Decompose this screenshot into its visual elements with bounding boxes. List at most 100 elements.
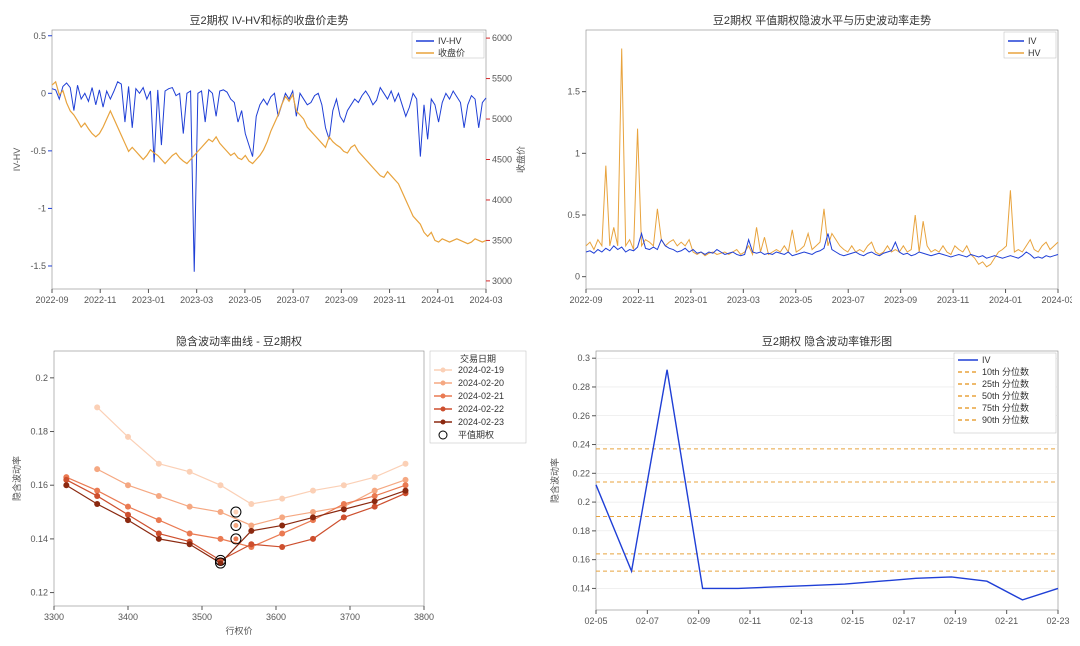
svg-text:3400: 3400 bbox=[118, 612, 138, 622]
svg-text:5500: 5500 bbox=[492, 74, 512, 84]
svg-text:2024-03: 2024-03 bbox=[1041, 295, 1072, 305]
svg-text:2024-02-21: 2024-02-21 bbox=[458, 391, 504, 401]
svg-text:-1.5: -1.5 bbox=[30, 261, 46, 271]
svg-text:0: 0 bbox=[575, 272, 580, 282]
svg-text:3300: 3300 bbox=[44, 612, 64, 622]
svg-text:2024-02-19: 2024-02-19 bbox=[458, 365, 504, 375]
svg-text:2024-02-20: 2024-02-20 bbox=[458, 378, 504, 388]
svg-text:2023-05: 2023-05 bbox=[228, 295, 261, 305]
chart-iv-hv: 0 0.5 1 1.5 2022-09 2022-11 2023-01 2023-03 2023… bbox=[546, 8, 1072, 317]
svg-text:2024-01: 2024-01 bbox=[421, 295, 454, 305]
svg-text:02-11: 02-11 bbox=[739, 616, 761, 626]
svg-text:1: 1 bbox=[575, 148, 580, 158]
svg-text:5000: 5000 bbox=[492, 114, 512, 124]
svg-text:豆2期权 IV-HV和标的收盘价走势: 豆2期权 IV-HV和标的收盘价走势 bbox=[190, 13, 349, 27]
svg-text:IV: IV bbox=[1028, 36, 1037, 46]
svg-text:0.18: 0.18 bbox=[572, 526, 590, 536]
svg-text:豆2期权 隐含波动率锥形图: 豆2期权 隐含波动率锥形图 bbox=[762, 334, 892, 348]
panel-top-left: -1.5 -1 -0.5 0 0.5 2022-09 2022-11 2023-01 2023-… bbox=[8, 8, 534, 317]
svg-text:0.2: 0.2 bbox=[577, 497, 590, 507]
svg-text:2023-09: 2023-09 bbox=[884, 295, 917, 305]
svg-text:0.18: 0.18 bbox=[30, 427, 48, 437]
svg-text:0: 0 bbox=[41, 88, 46, 98]
svg-text:3500: 3500 bbox=[492, 235, 512, 245]
svg-text:0.16: 0.16 bbox=[572, 555, 590, 565]
svg-text:02-15: 02-15 bbox=[841, 616, 864, 626]
svg-text:0.22: 0.22 bbox=[572, 468, 590, 478]
svg-text:交易日期: 交易日期 bbox=[460, 353, 496, 364]
svg-text:0.3: 0.3 bbox=[577, 353, 590, 363]
svg-text:02-17: 02-17 bbox=[892, 616, 915, 626]
svg-text:-0.5: -0.5 bbox=[30, 146, 46, 156]
svg-text:HV: HV bbox=[1028, 48, 1041, 58]
svg-text:50th 分位数: 50th 分位数 bbox=[982, 390, 1029, 401]
svg-text:2023-11: 2023-11 bbox=[937, 295, 969, 305]
svg-text:2023-01: 2023-01 bbox=[132, 295, 165, 305]
svg-text:0.5: 0.5 bbox=[33, 31, 46, 41]
svg-text:2022-09: 2022-09 bbox=[569, 295, 602, 305]
svg-text:0.28: 0.28 bbox=[572, 382, 590, 392]
svg-text:IV-HV: IV-HV bbox=[12, 148, 22, 172]
svg-text:2023-09: 2023-09 bbox=[325, 295, 358, 305]
svg-text:2023-05: 2023-05 bbox=[779, 295, 812, 305]
svg-text:收盘价: 收盘价 bbox=[515, 146, 526, 173]
svg-text:豆2期权 平值期权隐波水平与历史波动率走势: 豆2期权 平值期权隐波水平与历史波动率走势 bbox=[713, 13, 931, 27]
svg-text:1.5: 1.5 bbox=[567, 87, 580, 97]
panel-bottom-left: 0.12 0.14 0.16 0.18 0.2 3300 3400 3500 3600 3700 3… bbox=[8, 329, 534, 638]
svg-text:4500: 4500 bbox=[492, 155, 512, 165]
svg-text:隐含波动率: 隐含波动率 bbox=[549, 458, 560, 503]
svg-text:2023-07: 2023-07 bbox=[832, 295, 865, 305]
svg-text:IV-HV: IV-HV bbox=[438, 36, 462, 46]
svg-text:行权价: 行权价 bbox=[225, 625, 252, 636]
svg-text:02-21: 02-21 bbox=[995, 616, 1018, 626]
svg-text:02-09: 02-09 bbox=[687, 616, 710, 626]
svg-text:02-05: 02-05 bbox=[584, 616, 607, 626]
chart-grid: -1.5 -1 -0.5 0 0.5 2022-09 2022-11 2023-01 2023-… bbox=[8, 8, 1072, 638]
svg-text:2022-11: 2022-11 bbox=[622, 295, 654, 305]
svg-text:0.26: 0.26 bbox=[572, 411, 590, 421]
svg-text:90th 分位数: 90th 分位数 bbox=[982, 414, 1029, 425]
svg-text:2024-01: 2024-01 bbox=[989, 295, 1022, 305]
svg-text:平值期权: 平值期权 bbox=[458, 429, 494, 440]
svg-text:3500: 3500 bbox=[192, 612, 212, 622]
svg-text:2024-03: 2024-03 bbox=[469, 295, 502, 305]
svg-text:IV: IV bbox=[982, 355, 991, 365]
svg-text:0.14: 0.14 bbox=[30, 534, 48, 544]
panel-bottom-right: 0.14 0.16 0.18 0.2 0.22 0.24 0.26 0.28 0.3 02-05 0… bbox=[546, 329, 1072, 638]
svg-text:0.16: 0.16 bbox=[30, 480, 48, 490]
svg-text:2023-07: 2023-07 bbox=[277, 295, 310, 305]
svg-text:3700: 3700 bbox=[340, 612, 360, 622]
svg-text:0.2: 0.2 bbox=[35, 373, 48, 383]
chart-iv-hv-close: -1.5 -1 -0.5 0 0.5 2022-09 2022-11 2023-01 2023-… bbox=[8, 8, 534, 317]
svg-text:2023-03: 2023-03 bbox=[727, 295, 760, 305]
svg-text:0.12: 0.12 bbox=[30, 588, 48, 598]
svg-text:2023-03: 2023-03 bbox=[180, 295, 213, 305]
svg-text:02-23: 02-23 bbox=[1046, 616, 1069, 626]
svg-text:0.24: 0.24 bbox=[572, 440, 590, 450]
svg-text:2022-09: 2022-09 bbox=[35, 295, 68, 305]
svg-text:6000: 6000 bbox=[492, 33, 512, 43]
svg-text:3000: 3000 bbox=[492, 276, 512, 286]
chart-vol-cone: 0.14 0.16 0.18 0.2 0.22 0.24 0.26 0.28 0.3 02-05 0… bbox=[546, 329, 1072, 638]
chart-vol-smile: 0.12 0.14 0.16 0.18 0.2 3300 3400 3500 3600 3700 3… bbox=[8, 329, 534, 638]
svg-text:隐含波动率: 隐含波动率 bbox=[11, 456, 22, 501]
svg-text:2023-11: 2023-11 bbox=[373, 295, 405, 305]
svg-text:3600: 3600 bbox=[266, 612, 286, 622]
svg-text:3800: 3800 bbox=[414, 612, 434, 622]
svg-text:隐含波动率曲线 - 豆2期权: 隐含波动率曲线 - 豆2期权 bbox=[176, 334, 302, 348]
svg-text:2024-02-23: 2024-02-23 bbox=[458, 417, 504, 427]
svg-text:2022-11: 2022-11 bbox=[84, 295, 116, 305]
svg-text:75th 分位数: 75th 分位数 bbox=[982, 402, 1029, 413]
panel-top-right: 0 0.5 1 1.5 2022-09 2022-11 2023-01 2023-03 2023… bbox=[546, 8, 1072, 317]
svg-text:2023-01: 2023-01 bbox=[674, 295, 707, 305]
svg-text:0.14: 0.14 bbox=[572, 583, 590, 593]
svg-text:4000: 4000 bbox=[492, 195, 512, 205]
svg-text:10th 分位数: 10th 分位数 bbox=[982, 366, 1029, 377]
svg-text:0.5: 0.5 bbox=[567, 210, 580, 220]
svg-text:2024-02-22: 2024-02-22 bbox=[458, 404, 504, 414]
svg-text:02-07: 02-07 bbox=[636, 616, 659, 626]
svg-text:收盘价: 收盘价 bbox=[438, 47, 465, 58]
svg-text:02-13: 02-13 bbox=[790, 616, 813, 626]
svg-text:02-19: 02-19 bbox=[944, 616, 967, 626]
svg-text:-1: -1 bbox=[38, 203, 46, 213]
